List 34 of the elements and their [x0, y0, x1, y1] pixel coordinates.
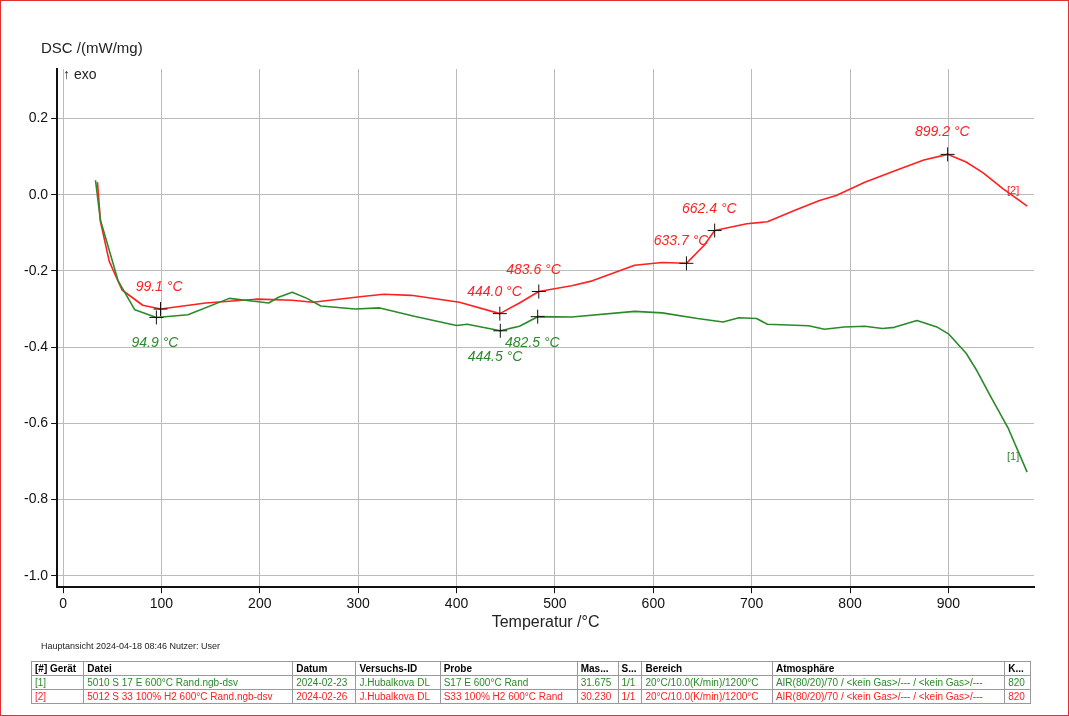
annotation: ↑ exo [63, 66, 97, 82]
x-tick-label: 700 [739, 595, 764, 612]
text: Hauptansicht 2024-04-18 08:46 Nutzer: User [41, 641, 221, 651]
annotation: 94.9 °C [131, 334, 180, 351]
series-label: [2] [1007, 184, 1020, 197]
annotation: 444.5 °C [467, 347, 524, 364]
y-tick-label: -0.8 [24, 490, 49, 507]
x-tick-label: 200 [248, 595, 272, 612]
x-tick-label: 400 [444, 595, 469, 612]
x-tick-label: 100 [149, 595, 174, 612]
text: [#] Gerät Datei Datum Versuchs-ID Probe Mas... S... Bereich Atmosphäre K... [35, 663, 1024, 674]
annotation: 662.4 °C [682, 199, 738, 216]
x-tick-label: 300 [346, 595, 371, 612]
annotation: 99.1 °C [135, 278, 184, 295]
y-tick-label: -0.2 [24, 261, 49, 278]
y-tick-label: -0.6 [24, 414, 49, 431]
y-axis-title: DSC /(mW/mg) [41, 39, 143, 56]
y-tick-label: 0.0 [28, 185, 49, 202]
text: [1] 5010 S 17 E 600°C Rand.ngb-dsv 2024-02-23 J.Hubalkova DL S17 E 600°C Rand 31.675 1/1 20°C/10.0(K/min)/1200°C AIR(80/20)/70 / <kein Gas>/--- / <kein Gas>/--- 820 [35, 677, 1025, 688]
y-tick-label: -0.4 [24, 338, 49, 355]
x-tick-label: 0 [59, 595, 68, 612]
y-tick-label: 0.2 [28, 109, 49, 126]
x-tick-label: 500 [543, 595, 567, 612]
annotation: 444.0 °C [467, 282, 523, 299]
text: [2] 5012 S 33 100% H2 600°C Rand.ngb-dsv 2024-02-26 J.Hubalkova DL S33 100% H2 600°C Rand 30.230 1/1 20°C/10.0(K/min)/1200°C AIR(80/20)/70 / <kein Gas>/--- / <kein Gas>/--- 820 [35, 691, 1025, 702]
x-tick-label: 800 [838, 595, 862, 612]
annotation: 899.2 °C [914, 123, 971, 140]
x-tick-label: 600 [641, 595, 666, 612]
x-tick-label: 900 [936, 595, 961, 612]
y-tick-label: -1.0 [24, 566, 49, 583]
x-axis-title: Temperatur /°C [491, 613, 600, 631]
series-label: [1] [1007, 450, 1020, 463]
annotation: 483.6 °C [506, 260, 562, 277]
annotation: 482.5 °C [505, 333, 561, 350]
